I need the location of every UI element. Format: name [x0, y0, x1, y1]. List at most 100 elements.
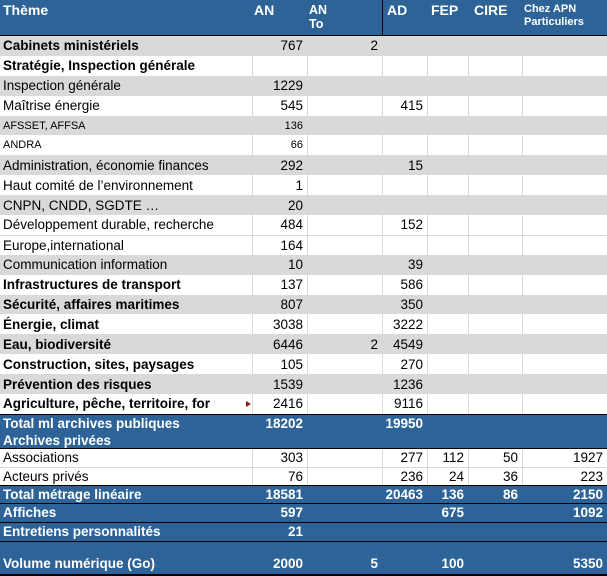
- cell-label: Maîtrise énergie: [3, 98, 100, 114]
- cell-fep: 112: [427, 448, 468, 467]
- cell-anto: [307, 523, 382, 541]
- cell-ad: 15: [407, 157, 423, 173]
- cell-ad: [382, 195, 427, 215]
- cell-an: 3038: [252, 314, 307, 335]
- cell-fep: [427, 415, 468, 433]
- cell-apn: [522, 274, 607, 295]
- cell-apn: [522, 314, 607, 335]
- table-row: Maîtrise énergie 545 415: [0, 95, 607, 116]
- cell-fep: [427, 542, 468, 553]
- table-header-row: Thème AN AN To AD FEP CIRE Chez APN Particuliers: [0, 0, 607, 36]
- cell-cire: [468, 155, 522, 175]
- cell-apn: [522, 36, 607, 56]
- cell-anto: 2: [370, 336, 378, 352]
- cell-anto: [307, 175, 382, 196]
- cell-apn: 1927: [522, 448, 607, 467]
- cell-an: 20: [287, 197, 303, 213]
- cell-fep: [427, 334, 468, 354]
- cell-an: 767: [280, 38, 303, 54]
- cell-an: 1229: [272, 78, 303, 94]
- cell-an: 105: [252, 354, 307, 375]
- cell-anto: [307, 374, 382, 394]
- table-row: Infrastructures de transport 137 586: [0, 274, 607, 295]
- cell-fep: [427, 55, 468, 76]
- cell-ad: [382, 175, 427, 196]
- cell-cire: [468, 55, 522, 76]
- cell-anto: [307, 76, 382, 96]
- cell-fep: [427, 235, 468, 255]
- cell-anto: [307, 215, 382, 235]
- cell-ad: 277: [382, 448, 427, 467]
- cell-apn: [522, 116, 607, 136]
- cell-anto: [307, 448, 382, 467]
- cell-an: 6446: [272, 336, 303, 352]
- cell-apn: [522, 235, 607, 255]
- cell-an: 18202: [265, 416, 303, 432]
- cell-anto: [307, 255, 382, 275]
- cell-ad: 39: [407, 257, 423, 273]
- cell-cire: [468, 394, 522, 414]
- cell-anto: [307, 415, 382, 433]
- table-row: Acteurs privés 76 236 24 36 223: [0, 466, 607, 485]
- cell-label: Inspection générale: [3, 78, 121, 94]
- cell-cire: 50: [468, 448, 522, 467]
- cell-label: Europe,international: [3, 237, 124, 253]
- table-row: ANDRA 66: [0, 135, 607, 156]
- cell-ad: 1236: [392, 376, 423, 392]
- cell-fep: [427, 523, 468, 541]
- cell-apn: [522, 334, 607, 354]
- table-row: Volume numérique (Go) 2000 5 100 5350: [0, 552, 607, 576]
- cell-cire: 86: [502, 486, 518, 502]
- cell-cire: [468, 415, 522, 433]
- table-row: CNPN, CNDD, SGDTE … 20: [0, 195, 607, 216]
- cell-ad: [382, 36, 427, 56]
- cell-fep: [427, 155, 468, 175]
- table-row: Prévention des risques 1539 1236: [0, 374, 607, 395]
- cell-fep: [427, 394, 468, 414]
- cell-ad: [382, 542, 427, 553]
- cell-apn: 2150: [572, 486, 603, 502]
- cell-ad: [382, 504, 427, 522]
- table-row: Total ml archives publiques 18202 19950: [0, 413, 607, 433]
- cell-label: Eau, biodiversité: [3, 336, 112, 352]
- column-header-fep: FEP: [431, 2, 459, 18]
- cell-fep: [427, 215, 468, 235]
- cell-fep: 24: [427, 467, 468, 485]
- cell-label: Cabinets ministériels: [3, 38, 139, 54]
- cell-apn: 1092: [572, 505, 603, 521]
- cell-fep: [427, 95, 468, 116]
- cell-label: Volume numérique (Go): [3, 555, 156, 571]
- cell-an: 807: [280, 297, 303, 313]
- cell-ad: [382, 135, 427, 156]
- table-row: Administration, économie finances 292 15: [0, 155, 607, 176]
- cell-an: 1539: [272, 376, 303, 392]
- cell-fep: [427, 433, 468, 448]
- cell-label: Agriculture, pêche, territoire, for: [0, 394, 252, 414]
- table-row: Associations 303 277 112 50 1927: [0, 448, 607, 467]
- cell-fep: [427, 274, 468, 295]
- cell-ad: 415: [382, 95, 427, 116]
- cell-cire: [468, 135, 522, 156]
- cell-fep: 100: [441, 555, 464, 571]
- overflow-arrow-icon: [246, 400, 251, 407]
- cell-fep: [427, 255, 468, 275]
- cell-label: Sécurité, affaires maritimes: [3, 297, 180, 313]
- cell-an: 137: [252, 274, 307, 295]
- cell-fep: [427, 135, 468, 156]
- cell-fep: [427, 76, 468, 96]
- cell-an: 66: [252, 135, 307, 156]
- cell-label: Développement durable, recherche: [3, 217, 214, 233]
- cell-cire: [468, 175, 522, 196]
- cell-anto: [307, 295, 382, 315]
- cell-an: 18581: [265, 486, 303, 502]
- cell-label: Administration, économie finances: [3, 157, 209, 173]
- cell-ad: [382, 433, 427, 448]
- cell-label: Communication information: [3, 257, 168, 273]
- cell-cire: [468, 433, 522, 448]
- cell-ad: 4549: [392, 336, 423, 352]
- cell-anto: [307, 354, 382, 375]
- cell-anto: [307, 486, 382, 503]
- cell-anto: 5: [370, 555, 378, 571]
- table-row: Construction, sites, paysages 105 270: [0, 354, 607, 375]
- table-row: Haut comité de l’environnement 1: [0, 175, 607, 196]
